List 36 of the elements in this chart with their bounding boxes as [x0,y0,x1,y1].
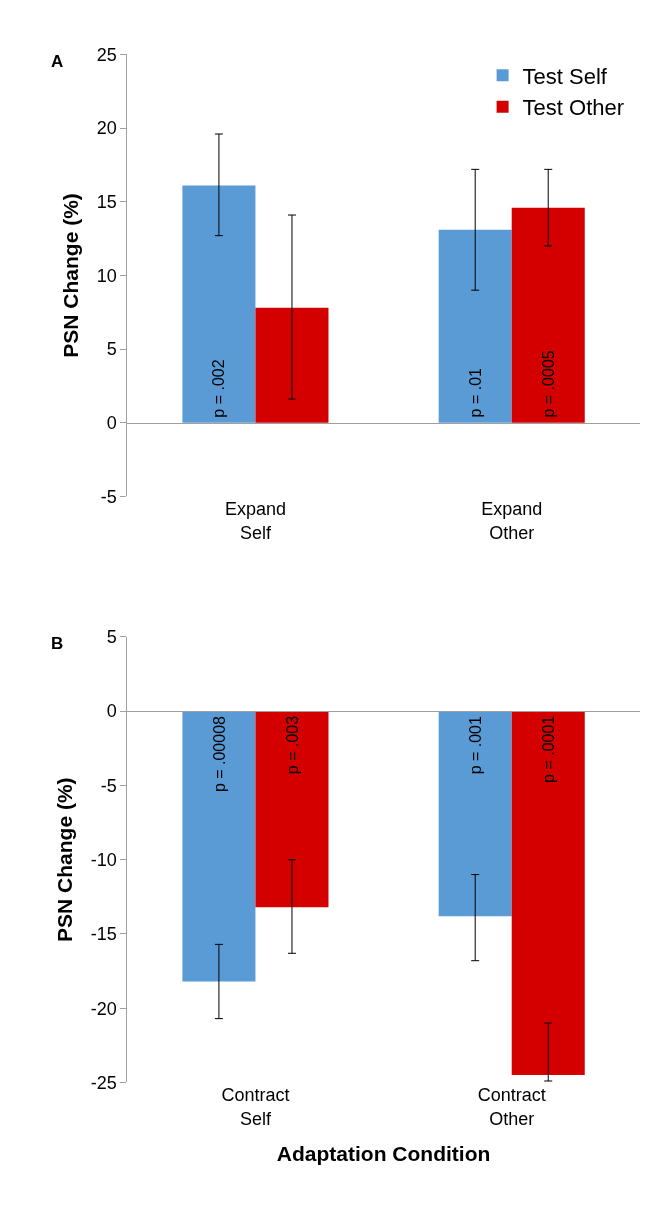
y-tick-label: -5 [100,775,117,796]
y-tick-label: -10 [90,850,117,871]
y-tick-label: -15 [90,924,117,945]
y-tick-label: 20 [96,118,117,139]
annotation: p = .002 [210,359,228,418]
annotation: p = .003 [283,715,301,775]
bar [438,229,512,423]
y-tick-label: -20 [90,998,117,1019]
y-tick-label: -25 [90,1072,117,1093]
y-tick-label: 25 [96,44,117,65]
bar [511,207,585,423]
chart-title: A [51,52,64,71]
legend-label: Test Self [522,63,608,89]
y-tick-label: 0 [106,413,117,434]
legend-label: Test Other [522,95,625,121]
x-tick-label: Expand Other [481,499,543,543]
y-tick-label: 15 [96,192,117,213]
annotation: p = .001 [467,716,485,775]
y-tick-label: -5 [100,486,117,507]
y-tick-label: 0 [106,701,117,722]
annotation: p = .00008 [210,715,228,793]
y-axis-title: PSN Change (%) [52,777,76,942]
bar [255,307,329,423]
annotation: p = .01 [466,367,484,418]
y-axis-title: PSN Change (%) [58,193,82,358]
x-tick-label: Contract Other [477,1085,546,1129]
annotation: p = .0001 [539,715,557,783]
x-tick-label: Contract Self [221,1085,290,1129]
y-tick-label: 10 [96,265,117,286]
y-tick-label: 5 [106,627,117,648]
y-tick-label: 5 [106,339,117,360]
x-axis-title: Adaptation Condition [276,1142,491,1166]
chart-title: B [51,634,64,653]
annotation: p = .0005 [539,350,557,418]
bar [182,185,256,423]
x-tick-label: Expand Self [224,499,286,543]
